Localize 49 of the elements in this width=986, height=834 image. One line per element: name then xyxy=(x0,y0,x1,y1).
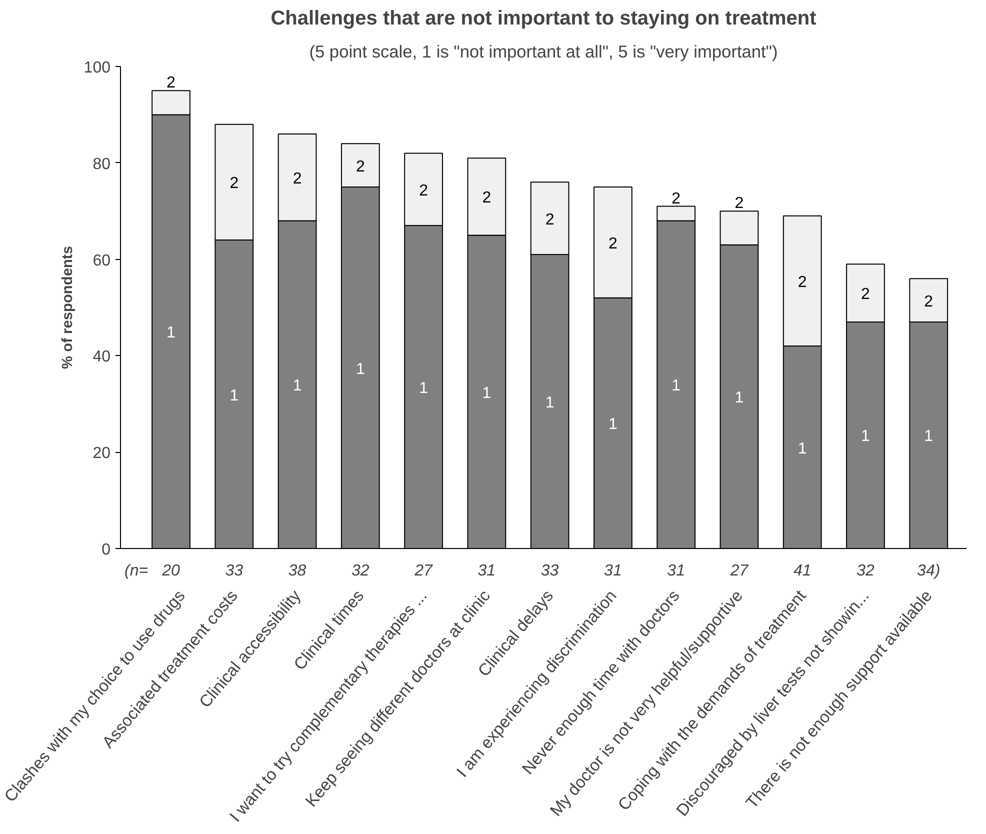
text: 1 xyxy=(419,380,428,398)
y-axis-title: % of respondents xyxy=(60,246,76,369)
text: 1 xyxy=(608,416,618,434)
text: 1 xyxy=(166,324,176,342)
text: 20 xyxy=(161,562,180,580)
text: 27 xyxy=(414,562,434,580)
text: 31 xyxy=(604,562,622,580)
text: 1 xyxy=(734,390,744,407)
chart-title: Challenges that are not important to staying on treatment xyxy=(270,8,817,30)
text: 2 xyxy=(230,175,239,192)
text: 2 xyxy=(482,190,492,207)
text: 1 xyxy=(798,440,807,458)
y-tick-label: 60 xyxy=(92,252,111,270)
text: 1 xyxy=(545,394,554,412)
text: 32 xyxy=(352,562,370,580)
text: 2 xyxy=(356,158,365,176)
y-tick-label: 40 xyxy=(92,348,111,366)
y-tick-label: 20 xyxy=(92,445,111,462)
text: 34) xyxy=(917,562,940,580)
y-tick-label: 0 xyxy=(102,542,111,558)
text: (n= xyxy=(124,562,148,580)
text: 2 xyxy=(545,211,554,228)
y-tick-label: 80 xyxy=(92,156,111,173)
text: 1 xyxy=(672,378,681,395)
text: 32 xyxy=(856,562,874,580)
text: 2 xyxy=(292,170,302,188)
text: 33 xyxy=(225,562,244,580)
text: 2 xyxy=(672,190,681,208)
text: 1 xyxy=(482,384,492,402)
text: 33 xyxy=(540,562,559,580)
text: 1 xyxy=(861,428,870,446)
text: 2 xyxy=(924,293,934,310)
series-label: 1 xyxy=(292,378,302,395)
text: 1 xyxy=(230,387,239,404)
text: 2 xyxy=(419,182,428,200)
text: 41 xyxy=(793,562,812,580)
text: 2 xyxy=(608,235,618,252)
series-label: 2 xyxy=(166,74,176,92)
text: 31 xyxy=(478,562,496,580)
text: 2 xyxy=(798,274,807,291)
text: 31 xyxy=(667,562,685,580)
text: 38 xyxy=(288,562,306,580)
text: 27 xyxy=(729,562,750,580)
text: 1 xyxy=(924,428,934,446)
text: 2 xyxy=(734,195,744,212)
chart-subtitle: (5 point scale, 1 is "not important at all", 5 is "very important") xyxy=(309,42,778,62)
text: 1 xyxy=(356,360,365,378)
text: 2 xyxy=(861,286,870,304)
y-tick-label: 100 xyxy=(84,60,111,76)
